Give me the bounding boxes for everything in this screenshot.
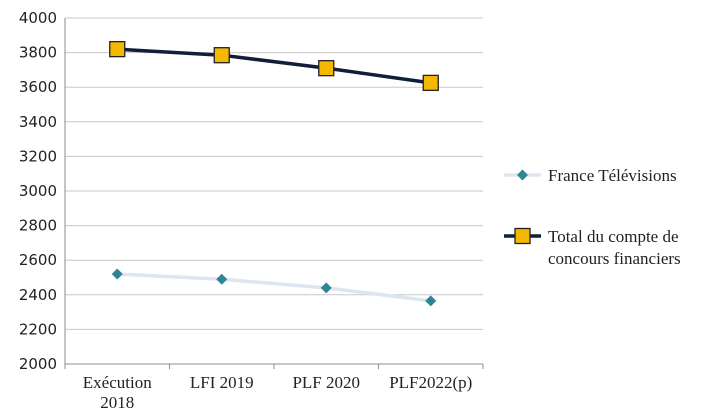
point-france-televisions: [216, 273, 228, 285]
x-tick-label: LFI 2019: [190, 373, 254, 392]
y-tick-label: 3800: [19, 44, 57, 62]
y-tick-label: 4000: [19, 9, 57, 27]
point-total-compte: [109, 40, 126, 58]
y-tick-label: 2400: [19, 286, 57, 304]
legend-marker-total-compte: [514, 227, 531, 245]
y-tick-label: 2600: [19, 251, 57, 269]
legend-label-total-compte: concours financiers: [548, 249, 681, 268]
y-tick-label: 2200: [19, 320, 57, 338]
y-tick-label: 3000: [19, 182, 57, 200]
legend-label-total-compte: Total du compte de: [548, 227, 679, 246]
series-line-france-televisions: [117, 272, 431, 303]
legend-marker-france-televisions: [517, 169, 528, 181]
y-tick-label: 3200: [19, 147, 57, 165]
y-tick-label: 2000: [19, 355, 57, 373]
y-tick-label: 3600: [19, 78, 57, 96]
y-tick-label: 2800: [19, 217, 57, 235]
x-tick-label: PLF 2020: [292, 373, 360, 392]
x-tick-label: Exécution: [83, 373, 152, 392]
point-france-televisions: [111, 268, 123, 280]
point-france-televisions: [425, 295, 437, 307]
x-tick-label: 2018: [100, 393, 134, 412]
series-line-total-compte: [117, 47, 431, 85]
point-france-televisions: [320, 282, 332, 294]
y-tick-label: 3400: [19, 113, 57, 131]
point-total-compte: [318, 60, 335, 77]
x-tick-label: PLF2022(p): [389, 373, 472, 392]
point-total-compte: [422, 74, 439, 92]
legend-label-france-televisions: France Télévisions: [548, 166, 677, 185]
point-total-compte: [213, 47, 230, 64]
